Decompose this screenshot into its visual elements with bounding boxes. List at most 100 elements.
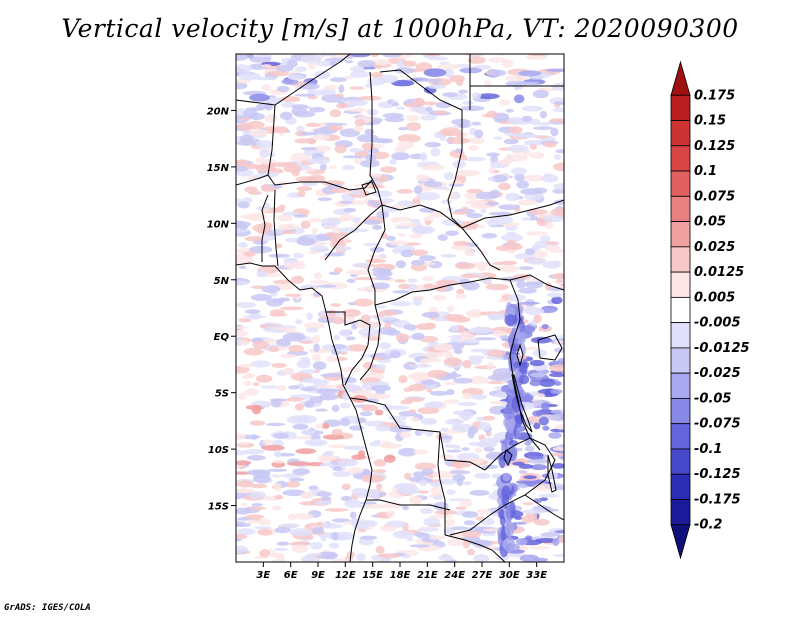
field-speckle [550,207,564,217]
border-algeria-mali [236,54,351,106]
field-speckle [503,406,515,420]
field-speckle [287,74,305,81]
field-speckle [444,418,465,425]
field-speckle [360,159,380,168]
field-speckle [487,177,495,182]
field-speckle [289,528,313,537]
field-speckle [373,439,382,444]
field-speckle [549,364,564,372]
field-speckle [420,115,438,121]
colorbar-label: -0.005 [694,316,741,331]
colorbar-arrow-bottom [670,524,691,560]
field-speckle [521,343,526,356]
colorbar-label: 0.175 [694,88,735,103]
lon-tick-label: 24E [444,570,465,581]
field-speckle [438,454,455,459]
field-speckle [532,410,543,417]
field-speckle [331,344,347,349]
field-speckle [501,233,524,242]
field-speckle [286,461,310,467]
field-speckle [280,306,304,311]
field-speckle [306,536,314,539]
field-speckle [559,535,564,544]
field-speckle [527,455,544,460]
field-speckle [236,326,248,330]
field-speckle [324,450,334,456]
lake-tanganyika [511,374,533,433]
field-speckle [547,292,563,298]
field-speckle [420,526,431,530]
field-speckle [348,148,363,153]
field-speckle [352,262,370,268]
colorbar-segment [670,120,691,147]
field-speckle [417,407,440,415]
field-speckle [426,389,434,393]
field-speckle [451,211,469,215]
field-speckle [402,60,417,67]
field-speckle [462,511,479,518]
field-speckle [516,180,529,189]
field-speckle [416,323,436,330]
field-speckle [464,157,486,162]
field-speckle [549,118,564,123]
field-speckle [419,101,439,105]
field-speckle [361,405,369,412]
field-speckle [346,278,356,283]
field-speckle [359,228,369,233]
field-speckle [486,152,500,157]
field-speckle [474,337,497,341]
field-speckle [282,489,306,497]
field-speckle [491,174,508,183]
field-speckle [391,80,415,87]
field-speckle [340,418,351,427]
field-speckle [505,192,521,202]
field-speckle [324,232,346,238]
field-speckle [374,64,382,69]
field-speckle [301,147,318,151]
field-speckle [508,126,523,134]
field-speckle [456,78,464,87]
field-speckle [244,236,263,242]
field-speckle [392,290,411,294]
field-speckle [261,64,272,68]
field-speckle [530,464,548,471]
field-speckle [488,166,496,175]
field-speckle [408,364,433,368]
field-speckle [552,446,564,451]
field-speckle [310,434,321,440]
colorbar-segment [670,271,691,298]
field-speckle [398,283,410,290]
field-speckle [401,554,411,559]
field-speckle [430,147,441,157]
field-speckle [411,372,433,381]
field-speckle [236,528,256,536]
colorbar-label: 0.025 [694,240,735,255]
field-speckle [264,102,274,111]
field-speckle [504,314,517,326]
field-speckle [550,249,564,254]
field-speckle [328,542,340,549]
field-speckle [438,554,453,561]
field-speckle [249,420,266,426]
colorbar-segment [670,145,691,172]
field-speckle [435,279,459,286]
border-botswana [444,534,506,562]
field-speckle [430,481,441,488]
field-speckle [480,208,487,214]
field-speckle [465,200,488,205]
field-speckle [310,135,331,141]
field-speckle [486,110,498,118]
field-speckle [432,470,455,479]
field-speckle [552,188,564,194]
field-speckle [421,78,443,83]
field-speckle [518,287,537,294]
field-speckle [320,217,341,227]
field-speckle [261,285,281,293]
field-speckle [386,235,396,241]
field-speckle [396,60,406,68]
field-speckle [525,231,549,236]
field-speckle [503,138,519,145]
field-speckle [416,192,441,201]
field-speckle [349,54,370,58]
border-chad-sudan [447,110,463,229]
